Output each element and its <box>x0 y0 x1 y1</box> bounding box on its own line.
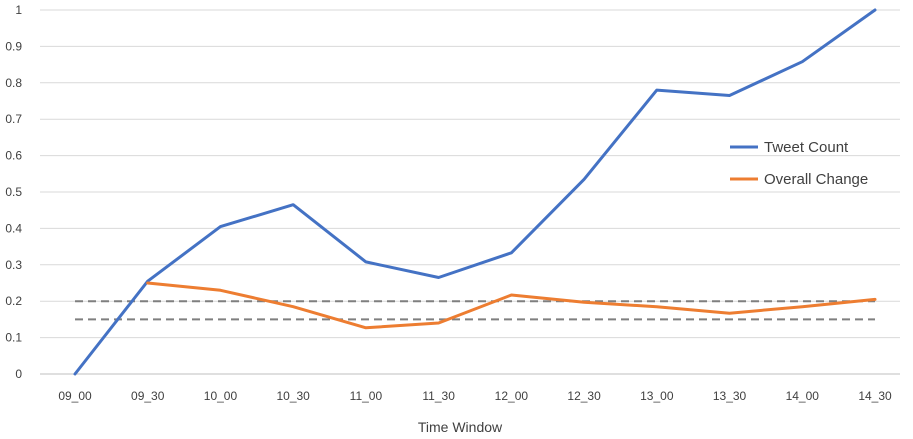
x-tick-label: 11_30 <box>422 389 455 403</box>
y-tick-label: 0.5 <box>5 185 22 199</box>
y-tick-label: 0.7 <box>5 112 22 126</box>
y-tick-label: 1 <box>15 3 22 17</box>
x-tick-label: 14_00 <box>786 389 820 403</box>
x-tick-label: 09_00 <box>58 389 92 403</box>
x-axis-ticks: 09_00 09_30 10_00 10_30 11_00 11_30 12_00 12_30… <box>58 389 892 403</box>
x-tick-label: 10_30 <box>276 389 310 403</box>
y-axis-ticks: 0 0.1 0.2 0.3 0.4 0.5 0.6 0.7 0.8 0.9 1 <box>5 3 22 381</box>
y-tick-label: 0.4 <box>5 221 22 235</box>
y-tick-label: 0.6 <box>5 149 22 163</box>
legend: Tweet Count Overall Change <box>730 139 868 188</box>
series-lines <box>73 8 877 376</box>
x-tick-label: 09_30 <box>131 389 165 403</box>
x-axis-title: Time Window <box>418 419 503 435</box>
y-tick-label: 0.8 <box>5 76 22 90</box>
legend-label-overall-change: Overall Change <box>764 171 868 188</box>
x-tick-label: 13_30 <box>713 389 747 403</box>
y-tick-label: 0.1 <box>5 331 22 345</box>
y-tick-label: 0 <box>15 367 22 381</box>
x-tick-label: 14_30 <box>858 389 892 403</box>
y-tick-label: 0.3 <box>5 258 22 272</box>
x-tick-label: 13_00 <box>640 389 674 403</box>
y-tick-label: 0.9 <box>5 39 22 53</box>
y-tick-label: 0.2 <box>5 294 22 308</box>
x-tick-label: 12_30 <box>567 389 601 403</box>
legend-label-tweet-count: Tweet Count <box>764 139 849 156</box>
x-tick-label: 12_00 <box>495 389 529 403</box>
reference-lines <box>75 300 875 321</box>
series-line-tweet-count <box>73 8 877 376</box>
x-tick-label: 10_00 <box>204 389 238 403</box>
x-tick-label: 11_00 <box>350 389 383 403</box>
series-line-overall-change <box>146 281 877 330</box>
